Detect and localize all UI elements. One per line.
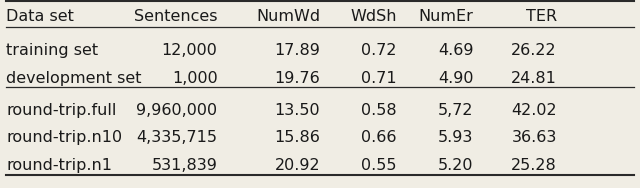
Text: 0.72: 0.72	[362, 43, 397, 58]
Text: 20.92: 20.92	[275, 158, 320, 173]
Text: training set: training set	[6, 43, 99, 58]
Text: 17.89: 17.89	[274, 43, 320, 58]
Text: TER: TER	[525, 9, 557, 24]
Text: NumWd: NumWd	[256, 9, 320, 24]
Text: NumEr: NumEr	[419, 9, 474, 24]
Text: round-trip.n1: round-trip.n1	[6, 158, 113, 173]
Text: round-trip.full: round-trip.full	[6, 103, 116, 118]
Text: 4,335,715: 4,335,715	[136, 130, 218, 146]
Text: 5,72: 5,72	[438, 103, 474, 118]
Text: 13.50: 13.50	[275, 103, 320, 118]
Text: Data set: Data set	[6, 9, 74, 24]
Text: 5.20: 5.20	[438, 158, 474, 173]
Text: 26.22: 26.22	[511, 43, 557, 58]
Text: 0.55: 0.55	[362, 158, 397, 173]
Text: 12,000: 12,000	[162, 43, 218, 58]
Text: WdSh: WdSh	[350, 9, 397, 24]
Text: 4.90: 4.90	[438, 71, 474, 86]
Text: round-trip.n10: round-trip.n10	[6, 130, 122, 146]
Text: development set: development set	[6, 71, 142, 86]
Text: 42.02: 42.02	[511, 103, 557, 118]
Text: Sentences: Sentences	[134, 9, 218, 24]
Text: 36.63: 36.63	[511, 130, 557, 146]
Text: 9,960,000: 9,960,000	[136, 103, 218, 118]
Text: 15.86: 15.86	[274, 130, 320, 146]
Text: 5.93: 5.93	[438, 130, 474, 146]
Text: 19.76: 19.76	[275, 71, 320, 86]
Text: 24.81: 24.81	[511, 71, 557, 86]
Text: 0.71: 0.71	[361, 71, 397, 86]
Text: 4.69: 4.69	[438, 43, 474, 58]
Text: 531,839: 531,839	[152, 158, 218, 173]
Text: 0.66: 0.66	[362, 130, 397, 146]
Text: 25.28: 25.28	[511, 158, 557, 173]
Text: 1,000: 1,000	[172, 71, 218, 86]
Text: 0.58: 0.58	[361, 103, 397, 118]
